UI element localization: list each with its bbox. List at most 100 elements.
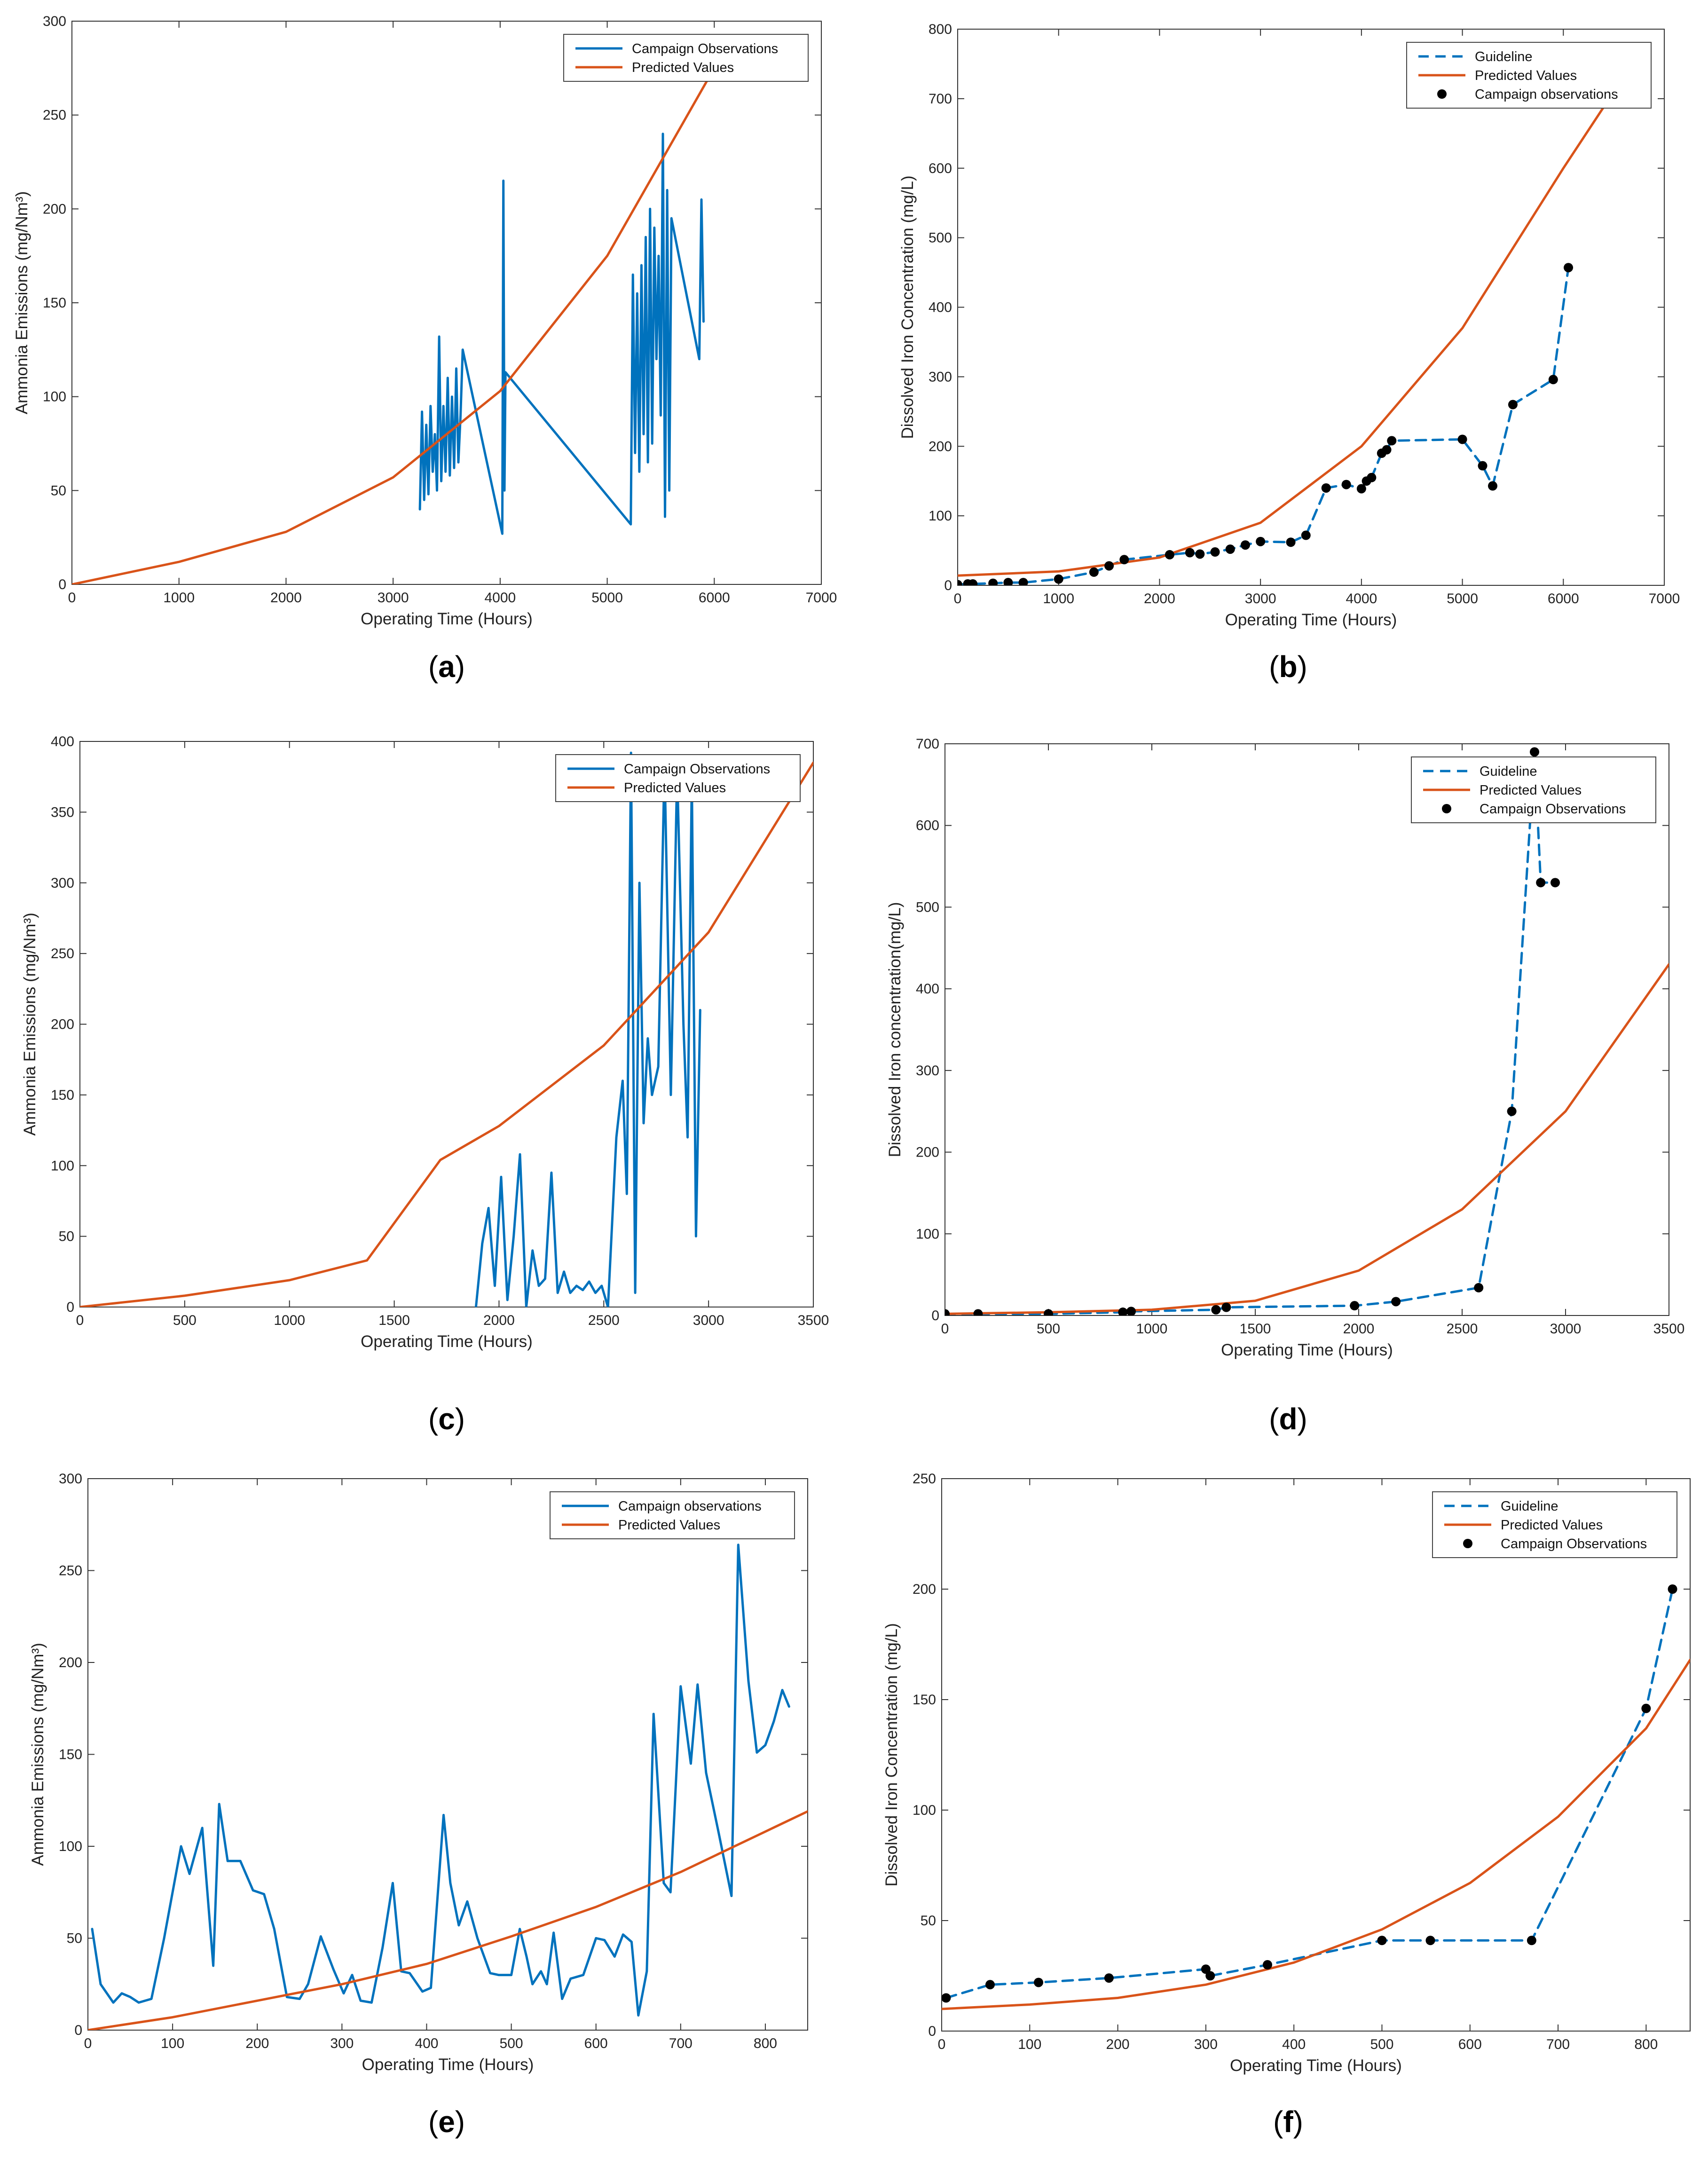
- data-point: [1119, 555, 1129, 565]
- y-tick-label: 300: [43, 14, 66, 29]
- x-tick-label: 0: [84, 2036, 92, 2051]
- x-axis-label: Operating Time (Hours): [1225, 611, 1397, 629]
- series-line: [88, 1810, 808, 2030]
- x-axis-label: Operating Time (Hours): [361, 610, 533, 628]
- x-tick-label: 7000: [1649, 591, 1680, 606]
- y-tick-label: 50: [51, 483, 66, 498]
- x-tick-label: 400: [415, 2036, 438, 2051]
- data-point: [1221, 1302, 1231, 1312]
- x-tick-label: 700: [1546, 2037, 1570, 2052]
- series-line: [474, 751, 701, 1307]
- y-tick-label: 100: [913, 1803, 936, 1818]
- caption-letter: d: [1279, 1402, 1297, 1436]
- legend-marker: [1437, 89, 1447, 99]
- series-line: [418, 133, 705, 535]
- caption-paren: (: [1273, 2105, 1283, 2139]
- y-tick-label: 250: [43, 108, 66, 123]
- x-tick-label: 0: [954, 591, 962, 606]
- x-tick-label: 1000: [1136, 1321, 1168, 1337]
- y-tick-label: 600: [929, 161, 952, 176]
- y-tick-label: 0: [58, 577, 66, 592]
- x-tick-label: 500: [1370, 2037, 1393, 2052]
- caption-paren: ): [455, 2105, 465, 2139]
- panel-caption: (c): [428, 1402, 465, 1436]
- caption-paren: ): [1298, 1402, 1307, 1436]
- x-tick-label: 800: [754, 2036, 777, 2051]
- data-point: [1382, 445, 1392, 455]
- y-tick-label: 500: [929, 230, 952, 246]
- x-tick-label: 0: [68, 590, 76, 606]
- y-tick-label: 50: [921, 1913, 936, 1929]
- legend: Campaign Observations Predicted Values: [563, 34, 809, 82]
- x-tick-label: 100: [1018, 2037, 1041, 2052]
- x-tick-label: 6000: [699, 590, 730, 606]
- y-tick-label: 200: [929, 439, 952, 454]
- x-tick-label: 600: [584, 2036, 608, 2051]
- data-point: [958, 580, 962, 585]
- y-tick-label: 600: [916, 818, 939, 834]
- x-tick-label: 1500: [1240, 1321, 1271, 1337]
- caption-letter: a: [438, 650, 455, 684]
- plot-frame: [71, 21, 822, 585]
- legend-label: Predicted Values: [1501, 1518, 1603, 1533]
- chart-c: 0 500 1000 1500 2000 2500 3000 3500 0 50 100 150 200…: [21, 734, 829, 1436]
- y-tick-label: 300: [59, 1471, 82, 1487]
- x-axis-label: Operating Time (Hours): [1230, 2056, 1402, 2075]
- x-tick-label: 700: [669, 2036, 693, 2051]
- data-point: [1527, 1936, 1536, 1945]
- y-tick-label: 200: [51, 1017, 74, 1032]
- data-point: [1205, 1971, 1215, 1981]
- data-point: [1044, 1309, 1053, 1315]
- y-tick-label: 100: [51, 1158, 74, 1174]
- legend-label: Guideline: [1475, 49, 1533, 64]
- legend: Guideline Predicted Values Campaign Observ…: [1411, 756, 1656, 823]
- data-point: [1225, 544, 1235, 554]
- data-point: [1054, 574, 1063, 584]
- y-tick-label: 50: [67, 1931, 82, 1946]
- x-tick-label: 1000: [1043, 591, 1074, 606]
- panel-caption: (d): [1269, 1402, 1307, 1436]
- y-tick-label: 150: [59, 1747, 82, 1763]
- x-tick-label: 3000: [1550, 1321, 1582, 1337]
- y-axis-label: Dissolved Iron Concentration (mg/L): [882, 1623, 901, 1886]
- plot-area: [958, 90, 1615, 585]
- data-point: [1262, 1960, 1272, 1969]
- data-point: [1286, 537, 1296, 547]
- caption-paren: (: [428, 2105, 438, 2139]
- y-tick-label: 50: [59, 1229, 74, 1244]
- legend-label: Guideline: [1501, 1499, 1558, 1514]
- x-tick-label: 2000: [1144, 591, 1175, 606]
- data-point: [942, 1993, 951, 2003]
- data-point: [973, 1309, 983, 1315]
- caption-paren: (: [1269, 1402, 1279, 1436]
- y-tick-label: 0: [74, 2023, 82, 2038]
- x-tick-label: 5000: [591, 590, 623, 606]
- x-tick-label: 300: [330, 2036, 354, 2051]
- legend-label: Guideline: [1480, 764, 1537, 779]
- x-tick-label: 2500: [1447, 1321, 1478, 1337]
- legend-marker: [1463, 1539, 1472, 1548]
- caption-paren: (: [1269, 650, 1279, 684]
- x-tick-label: 200: [245, 2036, 269, 2051]
- x-tick-label: 800: [1634, 2037, 1658, 2052]
- data-point: [1018, 578, 1028, 585]
- data-point: [1195, 549, 1205, 559]
- data-point: [1387, 436, 1397, 446]
- data-point: [1301, 530, 1311, 540]
- y-tick-label: 400: [916, 981, 939, 997]
- y-tick-label: 250: [59, 1563, 82, 1579]
- x-tick-label: 2000: [1343, 1321, 1375, 1337]
- data-point: [1321, 483, 1331, 493]
- data-point: [1564, 263, 1574, 273]
- caption-paren: ): [1293, 2105, 1303, 2139]
- data-point: [1201, 1964, 1211, 1974]
- x-tick-label: 3500: [798, 1313, 829, 1328]
- caption-paren: ): [1298, 650, 1307, 684]
- data-point: [1104, 1973, 1114, 1983]
- data-point: [1507, 1106, 1517, 1116]
- caption-paren: ): [455, 1402, 465, 1436]
- plot-frame: [957, 29, 1665, 586]
- x-tick-label: 3000: [693, 1313, 724, 1328]
- x-tick-label: 1000: [274, 1313, 305, 1328]
- legend-label: Predicted Values: [1480, 783, 1582, 798]
